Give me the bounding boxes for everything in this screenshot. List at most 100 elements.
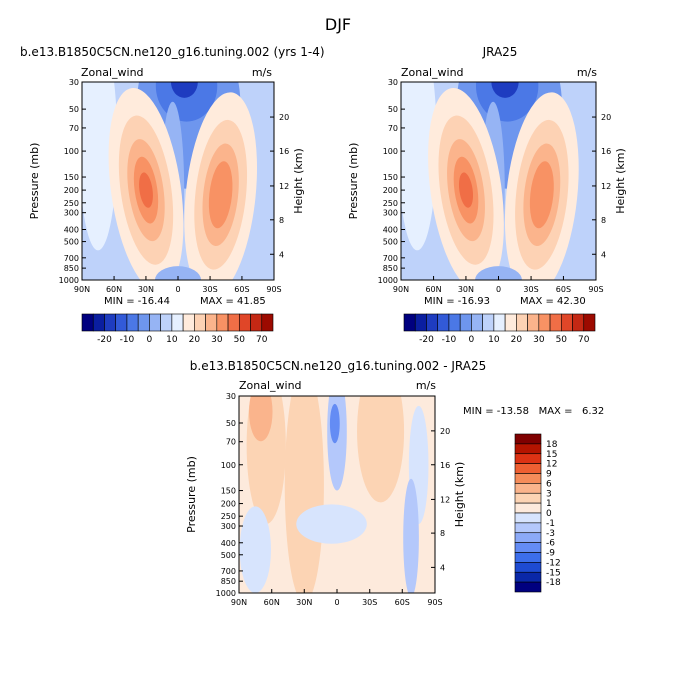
y-tick-label: 250	[64, 199, 79, 208]
colorbar-label: 70	[256, 335, 268, 345]
y-tick-label: 250	[383, 199, 398, 208]
y-tick-label: 400	[64, 226, 79, 235]
panel-model: b.e13.B1850C5CN.ne120_g16.tuning.002 (yr…	[20, 45, 325, 345]
x-tick-label: 60S	[395, 598, 410, 607]
colorbar-swatch	[514, 571, 542, 583]
y-tick-label: 200	[221, 500, 236, 509]
colorbar-label: 20	[511, 335, 523, 345]
y-tick-label: 850	[221, 577, 236, 586]
y-tick-label: 100	[64, 147, 79, 156]
colorbar-swatch	[514, 443, 542, 455]
x-tick-label: 30S	[362, 598, 377, 607]
colorbar-swatch	[482, 313, 495, 332]
colorbar-swatch	[448, 313, 461, 332]
panel-obs-max: MAX = 42.30	[520, 296, 586, 307]
panel-obs-units: m/s	[577, 66, 597, 79]
y-right-tick-label: 4	[279, 250, 284, 259]
y-tick-label: 150	[383, 173, 398, 182]
colorbar-swatch	[514, 562, 542, 573]
polar-region	[82, 82, 118, 251]
colorbar-swatch	[238, 313, 251, 332]
y-tick-label: 200	[64, 186, 79, 195]
y-right-tick-label: 20	[440, 427, 450, 436]
y-tick-label: 1000	[378, 276, 398, 285]
panel-obs-colorbar: -20 -10 0 10 20 30 50 70	[403, 313, 596, 345]
panel-diff-variable: Zonal_wind	[239, 379, 302, 392]
y-right-tick-label: 8	[440, 529, 445, 538]
panel-model-colorbar: -20 -10 0 10 20 30 50 70	[81, 313, 274, 345]
panel-diff-units: m/s	[416, 379, 436, 392]
colorbar-label: -18	[546, 578, 561, 588]
y-tick-label: 50	[388, 105, 398, 114]
y-tick-label: 250	[221, 512, 236, 521]
figure-title: DJF	[325, 15, 351, 34]
negative-anomaly	[296, 504, 367, 544]
colorbar-label: 9	[546, 470, 552, 480]
panel-obs-min: MIN = -16.93	[424, 296, 490, 307]
y-right-axis-label: Height (km)	[292, 148, 305, 214]
colorbar-swatch	[471, 313, 483, 332]
positive-anomaly	[357, 396, 405, 503]
y-right-tick-label: 4	[601, 250, 606, 259]
x-tick-label: 30S	[523, 285, 538, 294]
y-axis-label: Pressure (mb)	[28, 143, 41, 220]
colorbar-label: 12	[546, 460, 557, 470]
colorbar-swatch	[583, 313, 596, 332]
colorbar-label: -15	[546, 568, 561, 578]
colorbar-label: 0	[147, 335, 153, 345]
colorbar-swatch	[514, 483, 542, 494]
y-tick-label: 500	[64, 238, 79, 247]
colorbar-swatch	[514, 502, 542, 514]
y-tick-label: 850	[383, 264, 398, 273]
colorbar-swatch	[205, 313, 218, 332]
colorbar-swatch	[493, 313, 506, 332]
colorbar-swatch	[414, 313, 427, 332]
y-tick-label: 850	[64, 264, 79, 273]
panel-model-max: MAX = 41.85	[200, 296, 266, 307]
jet-contour	[208, 161, 233, 229]
colorbar-label: 50	[234, 335, 246, 345]
colorbar-swatch	[514, 473, 542, 484]
colorbar-swatch	[182, 313, 195, 332]
colorbar-swatch	[115, 313, 128, 332]
x-tick-label: 0	[496, 285, 501, 294]
colorbar-swatch	[514, 512, 542, 524]
x-tick-label: 30N	[458, 285, 474, 294]
colorbar-swatch	[216, 313, 229, 332]
y-right-tick-label: 16	[440, 461, 450, 470]
colorbar-label: -10	[442, 335, 457, 345]
colorbar-swatch	[426, 313, 439, 332]
colorbar-swatch	[403, 313, 416, 332]
y-tick-label: 400	[383, 226, 398, 235]
colorbar-label: 10	[166, 335, 178, 345]
y-right-tick-label: 20	[601, 113, 611, 122]
polar-region	[401, 82, 437, 251]
colorbar-swatch	[514, 522, 542, 534]
colorbar-swatch	[514, 542, 542, 553]
y-tick-label: 700	[64, 254, 79, 263]
y-tick-label: 200	[383, 186, 398, 195]
colorbar-swatch	[538, 313, 551, 332]
y-right-tick-label: 16	[279, 147, 289, 156]
x-tick-label: 60N	[264, 598, 280, 607]
colorbar-label: -10	[120, 335, 135, 345]
colorbar-label: 6	[546, 479, 552, 489]
jet-contour	[139, 172, 153, 208]
x-tick-label: 30N	[296, 598, 312, 607]
y-right-tick-label: 12	[601, 182, 611, 191]
negative-anomaly	[403, 478, 419, 593]
colorbar-swatch	[514, 492, 542, 504]
y-tick-label: 70	[69, 124, 79, 133]
colorbar-label: -20	[419, 335, 434, 345]
colorbar-swatch	[516, 313, 528, 332]
colorbar-label: 18	[546, 440, 558, 450]
panel-difference: b.e13.B1850C5CN.ne120_g16.tuning.002 - J…	[185, 359, 604, 607]
x-tick-label: 60N	[106, 285, 122, 294]
colorbar-label: 50	[556, 335, 568, 345]
colorbar-label: 1	[546, 499, 552, 509]
jet-contour	[529, 161, 554, 229]
y-tick-label: 70	[388, 124, 398, 133]
x-tick-label: 30S	[202, 285, 217, 294]
